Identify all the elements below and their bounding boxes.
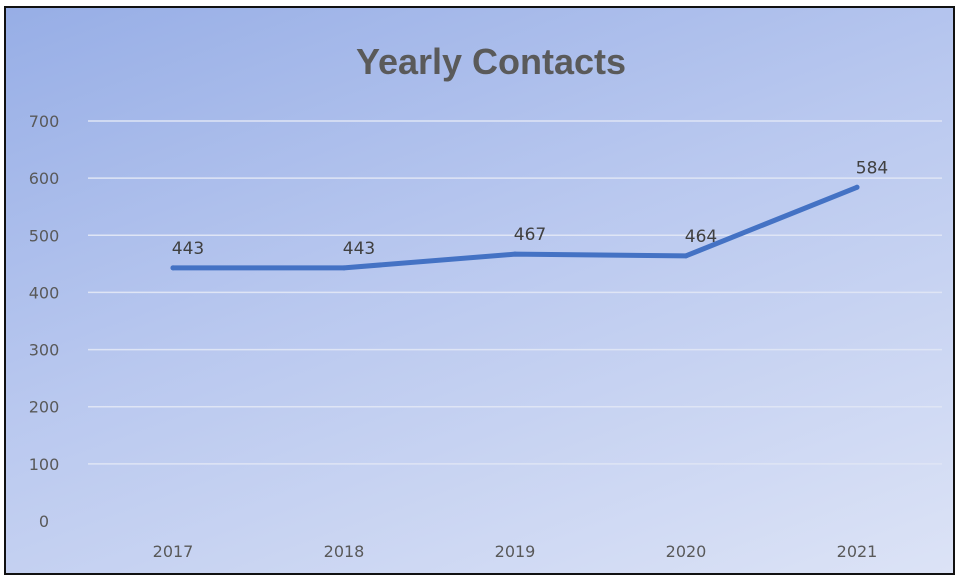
y-tick-label: 700: [29, 112, 60, 131]
data-point: [512, 251, 518, 257]
x-tick-label: 2020: [666, 542, 707, 561]
data-label: 584: [856, 158, 888, 178]
line-chart: Yearly Contacts 0 100 200 300 400 500 600 700 2…: [29, 41, 942, 561]
gridlines: [88, 120, 942, 465]
y-tick-label: 0: [39, 512, 49, 531]
data-point: [341, 265, 347, 271]
y-axis-tick-labels: 0 100 200 300 400 500 600 700: [29, 112, 60, 531]
x-tick-label: 2021: [837, 542, 878, 561]
data-point: [683, 253, 689, 259]
data-point: [854, 184, 860, 190]
data-point: [170, 265, 176, 271]
chart-title: Yearly Contacts: [356, 41, 626, 82]
x-tick-label: 2019: [495, 542, 536, 561]
x-tick-label: 2017: [153, 542, 194, 561]
x-tick-label: 2018: [324, 542, 365, 561]
y-tick-label: 200: [29, 398, 60, 417]
y-tick-label: 100: [29, 455, 60, 474]
x-axis-tick-labels: 2017 2018 2019 2020 2021: [153, 542, 878, 561]
data-label: 467: [514, 225, 546, 245]
y-tick-label: 400: [29, 283, 60, 302]
data-label: 443: [172, 239, 204, 259]
y-tick-label: 300: [29, 341, 60, 360]
chart-frame: Yearly Contacts 0 100 200 300 400 500 600 700 2…: [4, 6, 955, 575]
y-tick-label: 500: [29, 226, 60, 245]
y-tick-label: 600: [29, 169, 60, 188]
data-label: 464: [685, 227, 717, 247]
data-label: 443: [343, 239, 375, 259]
series-layer: [170, 184, 860, 271]
data-labels: 443 443 467 464 584: [172, 158, 888, 259]
